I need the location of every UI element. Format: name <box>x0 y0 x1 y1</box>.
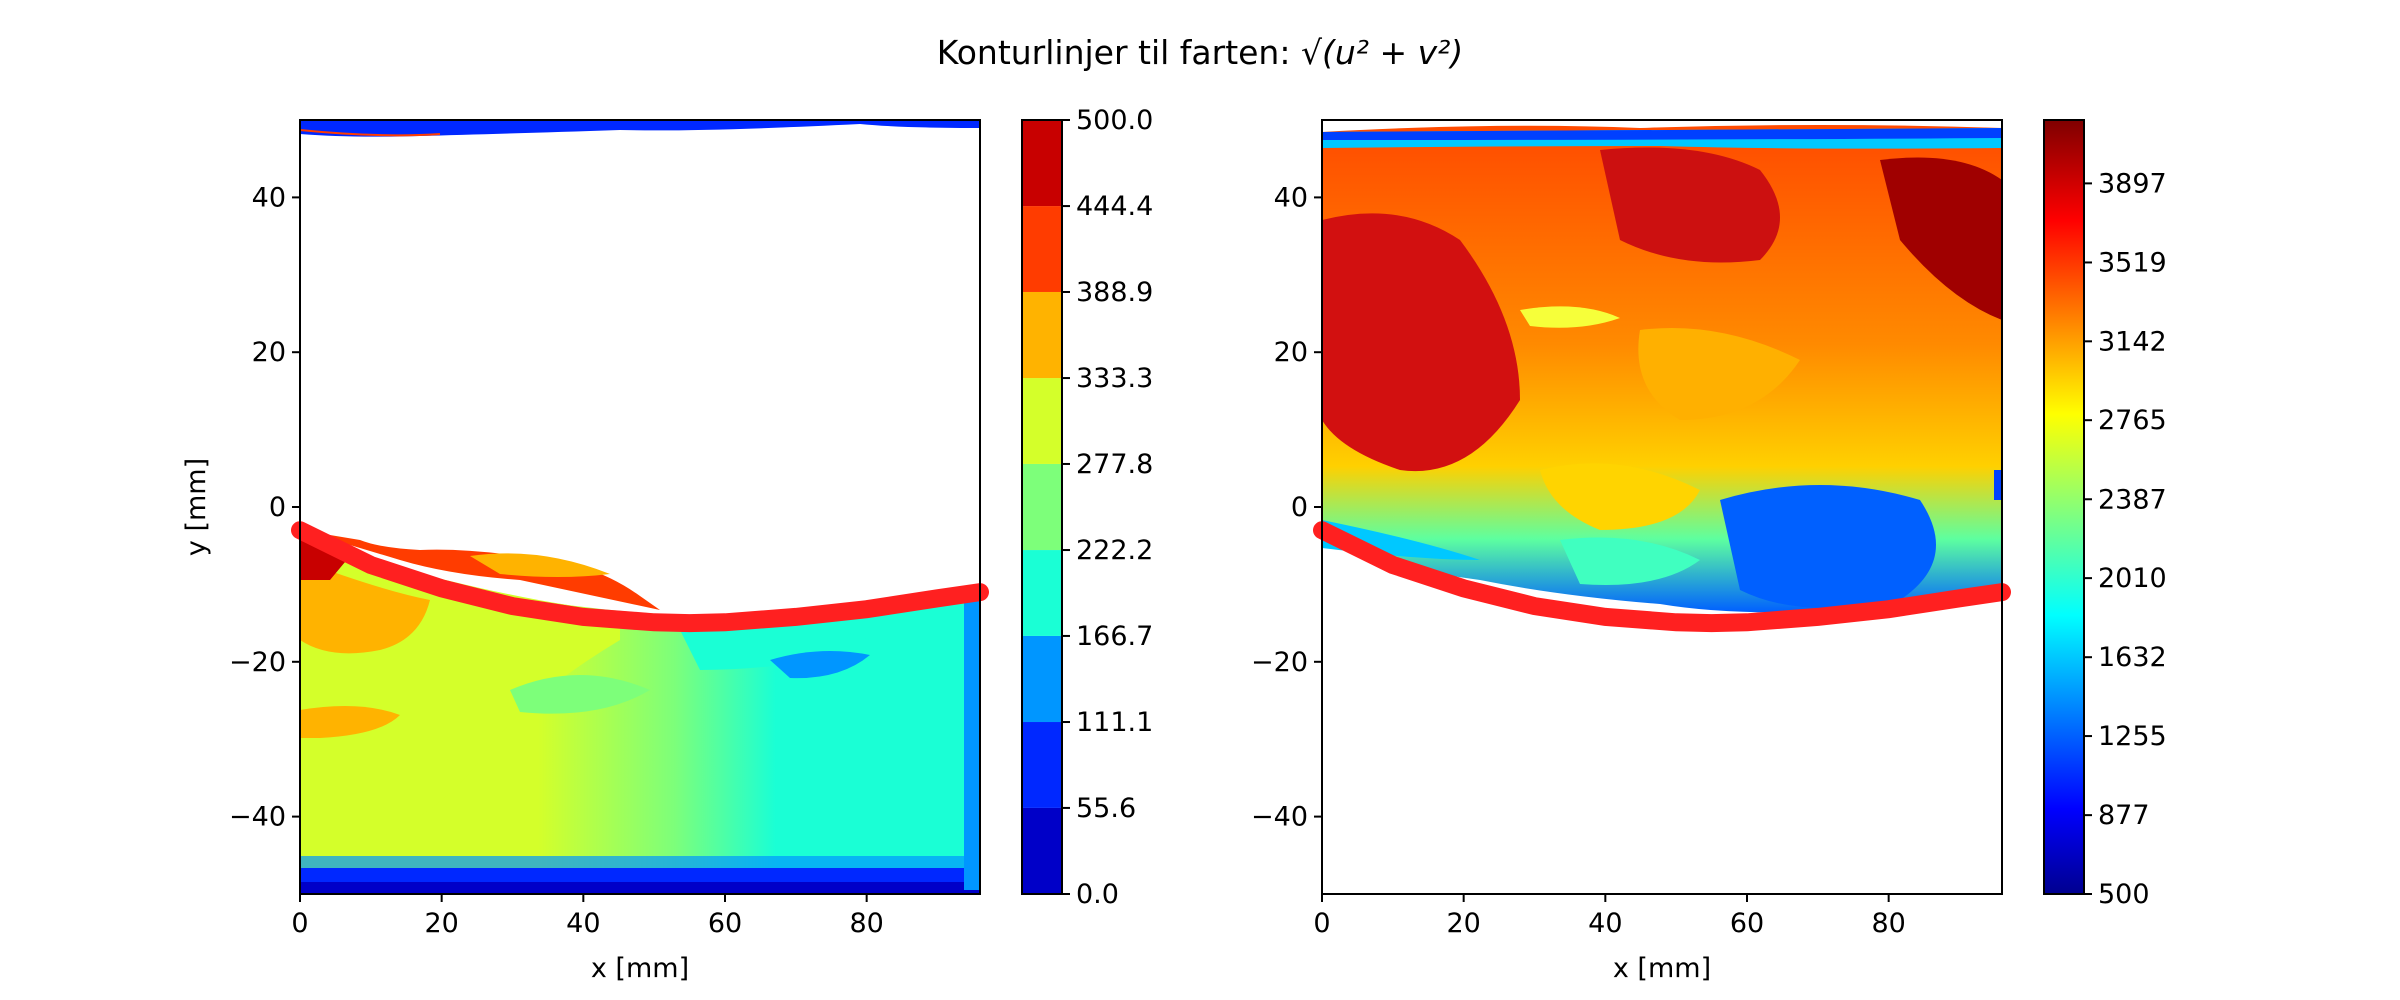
colorbar-tick-label: 500.0 <box>1076 105 1153 136</box>
x-tick-label: 60 <box>708 908 742 939</box>
right-boundary-curve <box>1313 521 2011 633</box>
colorbar-level <box>1022 206 1062 292</box>
right-y-axis: −40 −20 0 20 40 <box>1251 182 1322 833</box>
colorbar-tick-label: 333.3 <box>1076 363 1153 394</box>
right-colorbar: 500 877 1255 1632 2010 2387 2765 3142 3519 3897 <box>2043 119 2167 910</box>
x-tick-label: 40 <box>566 908 600 939</box>
y-tick-label: −40 <box>1251 802 1308 833</box>
colorbar-frame <box>1021 119 1063 895</box>
colorbar-tick-label: 222.2 <box>1076 535 1153 566</box>
x-tick-label: 20 <box>424 908 458 939</box>
colorbar-tick-label: 3897 <box>2098 168 2167 199</box>
figure-title-text: Konturlinjer til farten: <box>937 33 1301 72</box>
colorbar-tick-label: 500 <box>2098 879 2150 910</box>
x-tick-label: 80 <box>1871 908 1905 939</box>
colorbar-tick-label: 1255 <box>2098 721 2167 752</box>
left-y-label: y [mm] <box>181 458 212 556</box>
colorbar-frame <box>2043 119 2085 895</box>
colorbar-tick-label: 166.7 <box>1076 621 1153 652</box>
colorbar-tick-label: 277.8 <box>1076 449 1153 480</box>
y-tick-label: −40 <box>229 802 286 833</box>
y-tick-label: 40 <box>252 182 286 213</box>
right-contour-field <box>1322 120 2002 894</box>
left-x-axis: 0 20 40 60 80 <box>291 894 884 939</box>
right-contour-panel: 0 20 40 60 80 −40 −20 0 20 40 x [mm] 500 877 1255 1… <box>1251 119 2167 984</box>
x-tick-label: 80 <box>849 908 883 939</box>
colorbar-level <box>1022 635 1062 723</box>
left-contour-field <box>300 120 980 894</box>
left-y-axis: −40 −20 0 20 40 <box>229 182 300 833</box>
y-tick-label: 0 <box>1291 492 1308 523</box>
x-tick-label: 40 <box>1588 908 1622 939</box>
colorbar-tick-label: 1632 <box>2098 642 2167 673</box>
y-tick-label: 0 <box>269 492 286 523</box>
colorbar-gradient <box>2044 120 2084 894</box>
colorbar-level <box>1022 291 1062 379</box>
figure-title: Konturlinjer til farten: √(u² + v²) <box>937 33 1464 72</box>
colorbar-tick-label: 877 <box>2098 800 2150 831</box>
colorbar-level <box>1022 120 1062 207</box>
colorbar-tick-label: 55.6 <box>1076 793 1136 824</box>
colorbar-tick-label: 111.1 <box>1076 707 1153 738</box>
colorbar-tick-label: 444.4 <box>1076 191 1153 222</box>
x-tick-label: 60 <box>1730 908 1764 939</box>
colorbar-tick-label: 3142 <box>2098 326 2167 357</box>
right-x-label: x [mm] <box>1613 953 1711 984</box>
y-tick-label: 20 <box>1274 337 1308 368</box>
figure-title-math: √(u² + v²) <box>1301 33 1463 72</box>
left-colorbar: 0.0 55.6 111.1 166.7 222.2 277.8 333.3 388.9 444… <box>1021 105 1153 910</box>
right-x-axis: 0 20 40 60 80 <box>1313 894 1906 939</box>
colorbar-level <box>1022 722 1062 808</box>
x-tick-label: 0 <box>1313 908 1330 939</box>
colorbar-tick-label: 2387 <box>2098 484 2167 515</box>
x-tick-label: 0 <box>291 908 308 939</box>
y-tick-label: 40 <box>1274 182 1308 213</box>
y-tick-label: −20 <box>229 647 286 678</box>
x-tick-label: 20 <box>1446 908 1480 939</box>
y-tick-label: −20 <box>1251 647 1308 678</box>
left-boundary-curve <box>291 521 989 633</box>
colorbar-tick-label: 3519 <box>2098 247 2167 278</box>
colorbar-tick-label: 2010 <box>2098 563 2167 594</box>
colorbar-tick-label: 2765 <box>2098 405 2167 436</box>
colorbar-level <box>1022 550 1062 636</box>
colorbar-level <box>1022 463 1062 551</box>
colorbar-level <box>1022 807 1062 894</box>
y-tick-label: 20 <box>252 337 286 368</box>
colorbar-tick-label: 388.9 <box>1076 277 1153 308</box>
left-contour-panel: 0 20 40 60 80 −40 −20 0 20 40 x [mm] y [mm] 0.0 5… <box>181 105 1153 984</box>
colorbar-level <box>1022 378 1062 464</box>
left-x-label: x [mm] <box>591 953 689 984</box>
colorbar-tick-label: 0.0 <box>1076 879 1119 910</box>
